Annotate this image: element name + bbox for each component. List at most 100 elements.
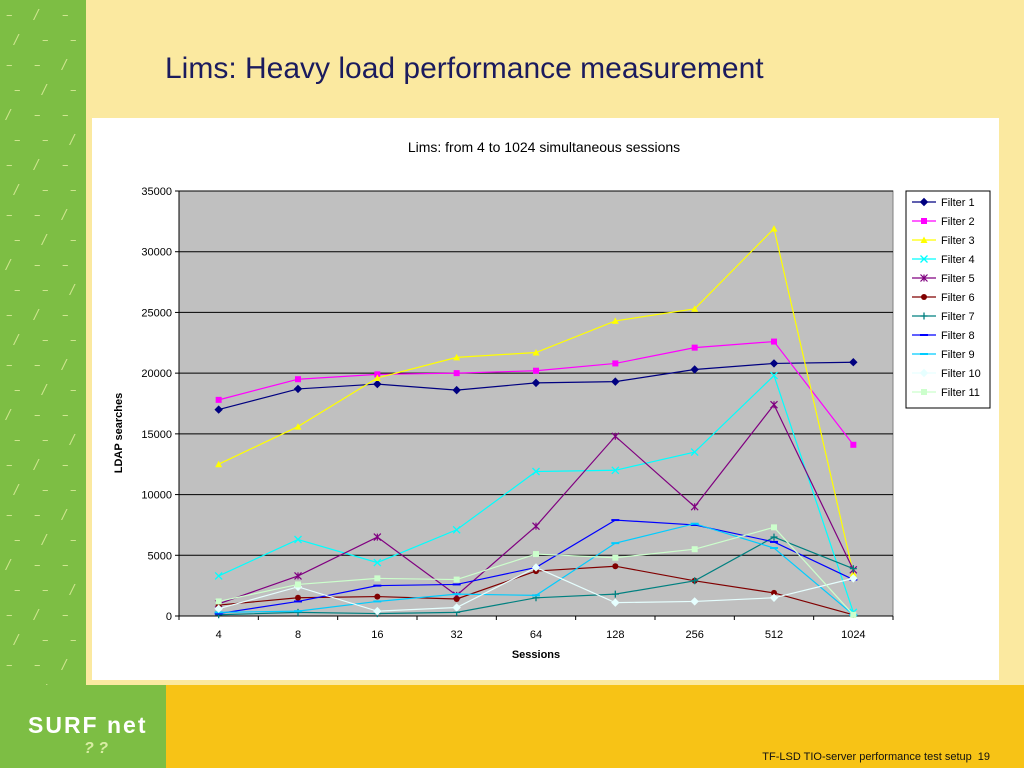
data-point	[214, 612, 223, 615]
data-point	[452, 603, 461, 612]
data-point	[294, 608, 302, 616]
data-point	[690, 523, 699, 526]
pattern-mark: –	[34, 258, 41, 273]
pattern-mark: –	[62, 108, 69, 123]
series-filter-10	[214, 563, 858, 616]
legend-label: Filter 2	[941, 216, 975, 228]
pattern-mark: –	[70, 533, 77, 548]
legend-entry: Filter 9	[912, 349, 975, 361]
data-point	[920, 236, 928, 243]
legend-label: Filter 7	[941, 311, 975, 323]
pattern-mark: /	[14, 183, 19, 198]
pattern-mark: –	[6, 8, 13, 23]
data-point	[214, 604, 223, 613]
data-point	[612, 554, 619, 561]
pattern-mark: –	[62, 408, 69, 423]
pattern-mark: –	[42, 33, 49, 48]
x-tick-label: 1024	[841, 629, 865, 641]
y-tick-label: 25000	[141, 307, 172, 319]
legend-label: Filter 1	[941, 197, 975, 209]
pattern-mark: –	[14, 583, 21, 598]
pattern-mark: –	[14, 683, 21, 685]
data-point	[611, 598, 620, 607]
pattern-mark: /	[42, 383, 47, 398]
pattern-mark: /	[34, 458, 39, 473]
data-point	[691, 305, 699, 312]
legend-entry: Filter 8	[912, 330, 975, 342]
logo-mark: ? ?	[84, 740, 108, 757]
pattern-mark: –	[70, 183, 77, 198]
data-point	[453, 353, 461, 361]
legend-entry: Filter 5	[912, 273, 975, 285]
data-point	[294, 572, 302, 580]
data-point	[374, 371, 381, 378]
pattern-mark: –	[14, 383, 21, 398]
footer-text: TF-LSD TIO-server performance test setup	[762, 751, 972, 763]
legend-label: Filter 9	[941, 349, 975, 361]
pattern-mark: –	[14, 283, 21, 298]
pattern-mark: –	[42, 283, 49, 298]
series-filter-2	[215, 338, 857, 448]
pattern-mark: /	[62, 208, 67, 223]
data-point	[690, 365, 699, 374]
pattern-mark: –	[42, 633, 49, 648]
footer: TF-LSD TIO-server performance test setup…	[756, 751, 990, 763]
data-point	[373, 606, 382, 616]
data-point	[611, 317, 619, 324]
data-point	[690, 597, 699, 606]
data-point	[215, 460, 223, 468]
y-axis-label: LDAP searches	[113, 393, 125, 474]
pattern-mark: /	[6, 558, 11, 573]
pattern-mark: –	[70, 33, 77, 48]
x-tick-label: 16	[371, 629, 383, 641]
data-point	[920, 334, 928, 336]
legend-entry: Filter 7	[912, 311, 975, 323]
data-point	[919, 197, 929, 207]
data-point	[771, 338, 777, 345]
pattern-mark: –	[42, 483, 49, 498]
pattern-mark: –	[62, 158, 69, 173]
data-point	[920, 353, 928, 355]
data-point	[690, 502, 699, 511]
data-point	[612, 360, 619, 367]
y-tick-label: 0	[166, 611, 172, 623]
pattern-mark: –	[34, 508, 41, 523]
pattern-mark: –	[6, 658, 13, 673]
pattern-mark: /	[70, 133, 75, 148]
data-point	[691, 546, 698, 553]
data-point	[691, 577, 699, 585]
data-point	[373, 584, 382, 587]
chart-legend: Filter 1 Filter 2 Filter 3 Filter 4 Filter 5…	[905, 190, 991, 409]
data-point	[921, 218, 927, 224]
data-point	[294, 423, 302, 430]
data-point	[294, 610, 302, 613]
data-point	[295, 376, 301, 383]
data-point	[373, 374, 381, 381]
pattern-mark: –	[70, 233, 77, 248]
data-point	[691, 344, 698, 351]
data-point	[611, 542, 620, 545]
data-point	[920, 255, 928, 263]
pattern-mark: –	[62, 308, 69, 323]
data-point	[373, 533, 382, 541]
legend-entry: Filter 4	[912, 254, 975, 266]
logo-background	[0, 685, 166, 768]
data-point	[849, 358, 858, 367]
data-point	[920, 274, 928, 282]
series-filter-3	[215, 225, 857, 577]
data-point	[921, 294, 927, 300]
data-point	[919, 368, 929, 378]
legend-label: Filter 6	[941, 292, 975, 304]
pattern-mark: /	[42, 683, 46, 685]
legend-entry: Filter 10	[912, 368, 981, 380]
data-point	[849, 574, 858, 583]
pattern-mark: –	[70, 83, 77, 98]
data-point	[215, 396, 222, 403]
pattern-mark: –	[70, 633, 77, 648]
pattern-mark: –	[70, 683, 77, 685]
pattern-mark: –	[6, 458, 13, 473]
pattern-mark: /	[6, 258, 11, 273]
data-point	[533, 367, 539, 374]
pattern-mark: /	[62, 658, 67, 673]
pattern-mark: –	[6, 158, 13, 173]
